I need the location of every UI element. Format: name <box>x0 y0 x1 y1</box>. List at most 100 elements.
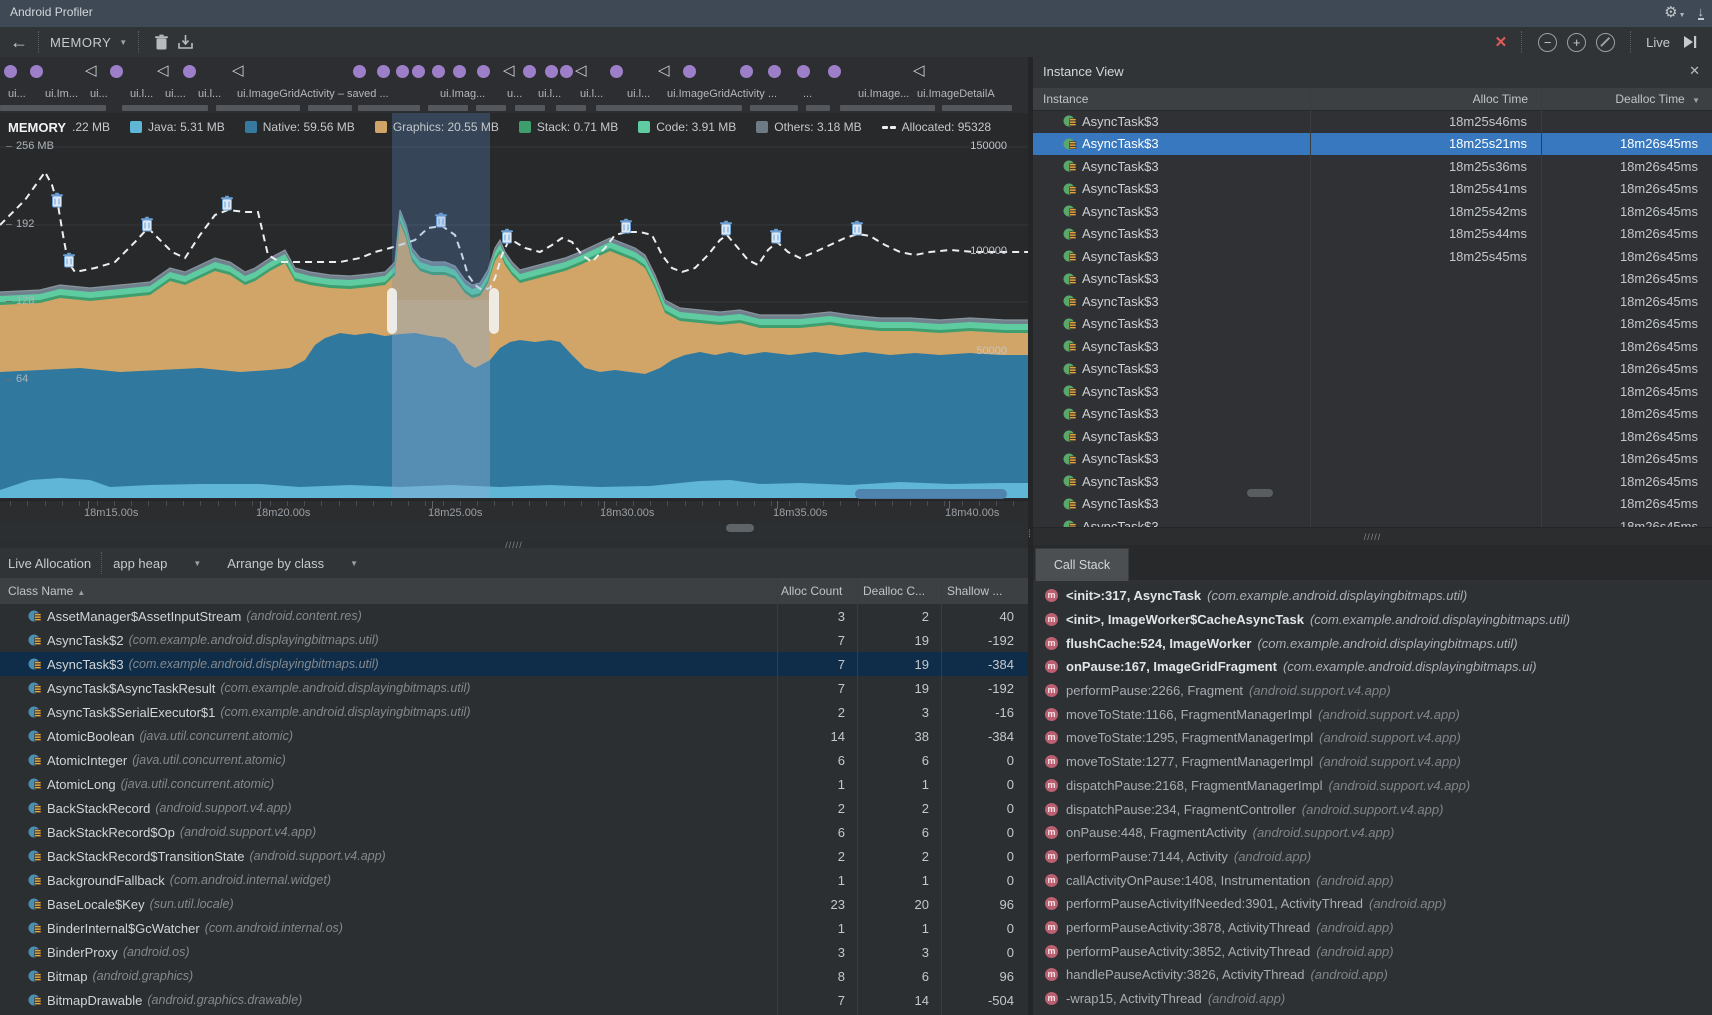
table-row[interactable]: Bitmap (android.graphics) 8 6 96 <box>0 964 1028 988</box>
memory-area-chart[interactable] <box>0 140 1028 500</box>
column-shallow-size[interactable]: Shallow ... <box>947 584 1003 598</box>
activity-event-dot[interactable] <box>432 65 445 78</box>
vertical-splitter[interactable]: ⁞ <box>1028 57 1033 1015</box>
list-item[interactable]: AsyncTask$3 18m26s45ms <box>1033 448 1712 471</box>
list-item[interactable]: AsyncTask$3 18m25s21ms 18m26s45ms <box>1033 132 1712 155</box>
activity-event-triangle-icon[interactable]: ◁ <box>575 62 587 79</box>
list-item[interactable]: AsyncTask$3 18m26s45ms <box>1033 335 1712 358</box>
call-stack-frame[interactable]: m performPauseActivityIfNeeded:3901, Acti… <box>1033 892 1712 916</box>
heap-dropdown[interactable]: app heap ▼ <box>113 556 201 571</box>
activity-event-triangle-icon[interactable]: ◁ <box>157 62 169 79</box>
activity-event-dot[interactable] <box>768 65 781 78</box>
list-item[interactable]: AsyncTask$3 18m25s42ms 18m26s45ms <box>1033 200 1712 223</box>
activity-event-dot[interactable] <box>453 65 466 78</box>
activity-event-dot[interactable] <box>412 65 425 78</box>
table-row[interactable]: BitmapDrawable (android.graphics.drawable… <box>0 988 1028 1012</box>
activity-event-dot[interactable] <box>183 65 196 78</box>
column-dealloc-count[interactable]: Dealloc C... <box>863 584 926 598</box>
list-item[interactable]: AsyncTask$3 18m26s45ms <box>1033 425 1712 448</box>
call-stack-frame[interactable]: m callActivityOnPause:1408, Instrumentati… <box>1033 868 1712 892</box>
call-stack-frame[interactable]: m performPauseActivity:3852, ActivityThre… <box>1033 939 1712 963</box>
activity-event-dot[interactable] <box>610 65 623 78</box>
list-item[interactable]: AsyncTask$3 18m26s45ms <box>1033 493 1712 516</box>
list-item[interactable]: AsyncTask$3 18m26s45ms <box>1033 290 1712 313</box>
zoom-out-button[interactable]: − <box>1538 32 1558 52</box>
list-item[interactable]: AsyncTask$3 18m25s45ms 18m26s45ms <box>1033 245 1712 268</box>
call-stack-frame[interactable]: m onPause:167, ImageGridFragment (com.exam… <box>1033 655 1712 679</box>
call-stack-frame[interactable]: m flushCache:524, ImageWorker (com.example… <box>1033 631 1712 655</box>
settings-gear-icon[interactable]: ⚙▼ <box>1664 4 1686 21</box>
activity-event-triangle-icon[interactable]: ◁ <box>913 62 925 79</box>
go-live-button[interactable] <box>1678 30 1702 54</box>
call-stack-frame[interactable]: m performPause:2266, Fragment (android.sup… <box>1033 679 1712 703</box>
table-row[interactable]: BackgroundFallback (com.android.internal.… <box>0 868 1028 892</box>
horizontal-splitter[interactable]: ///// <box>1033 527 1712 547</box>
table-row[interactable]: AsyncTask$AsyncTaskResult (com.example.an… <box>0 676 1028 700</box>
activity-event-dot[interactable] <box>477 65 490 78</box>
table-row[interactable]: BackStackRecord$TransitionState (android.… <box>0 844 1028 868</box>
table-row[interactable]: AtomicInteger (java.util.concurrent.atomi… <box>0 748 1028 772</box>
table-row[interactable]: AsyncTask$SerialExecutor$1 (com.example.a… <box>0 700 1028 724</box>
call-stack-frame[interactable]: m dispatchPause:234, FragmentController (a… <box>1033 797 1712 821</box>
call-stack-frame[interactable]: m moveToState:1295, FragmentManagerImpl (a… <box>1033 726 1712 750</box>
class-table-header[interactable]: Class Name ▲ Alloc Count Dealloc C... Sha… <box>0 578 1028 605</box>
column-instance[interactable]: Instance <box>1043 92 1089 106</box>
list-item[interactable]: AsyncTask$3 18m26s45ms <box>1033 268 1712 291</box>
table-row[interactable]: AtomicBoolean (java.util.concurrent.atomi… <box>0 724 1028 748</box>
call-stack-frame[interactable]: m <init>:317, AsyncTask (com.example.andro… <box>1033 584 1712 608</box>
call-stack-frame[interactable]: m <init>, ImageWorker$CacheAsyncTask (com.… <box>1033 608 1712 632</box>
table-row[interactable]: AssetManager$AssetInputStream (android.co… <box>0 604 1028 628</box>
clear-selection-button[interactable]: ✕ <box>1494 34 1508 51</box>
activity-event-dot[interactable] <box>353 65 366 78</box>
column-alloc-count[interactable]: Alloc Count <box>781 584 843 598</box>
call-stack-frame[interactable]: m performPause:7144, Activity (android.app… <box>1033 845 1712 869</box>
list-item[interactable]: AsyncTask$3 18m26s45ms <box>1033 470 1712 493</box>
table-row[interactable]: BackStackRecord$Op (android.support.v4.ap… <box>0 820 1028 844</box>
list-item[interactable]: AsyncTask$3 18m25s41ms 18m26s45ms <box>1033 178 1712 201</box>
call-stack-frame[interactable]: m -wrap15, ActivityThread (android.app) <box>1033 987 1712 1011</box>
discard-session-button[interactable] <box>150 30 174 54</box>
activity-event-triangle-icon[interactable]: ◁ <box>85 62 97 79</box>
selection-right-handle[interactable] <box>489 288 499 334</box>
selection-range-overlay[interactable] <box>392 113 490 498</box>
back-button[interactable]: ← <box>10 31 28 52</box>
horizontal-splitter[interactable]: ///// <box>0 540 1028 550</box>
table-row[interactable]: BackStackRecord (android.support.v4.app) 2… <box>0 796 1028 820</box>
activity-event-dot[interactable] <box>523 65 536 78</box>
zoom-in-button[interactable]: + <box>1567 32 1587 52</box>
activity-event-dot[interactable] <box>828 65 841 78</box>
column-alloc-time[interactable]: Alloc Time <box>1472 92 1528 106</box>
call-stack-frame[interactable]: m moveToState:1277, FragmentManagerImpl (a… <box>1033 750 1712 774</box>
activity-event-triangle-icon[interactable]: ◁ <box>503 62 515 79</box>
table-row[interactable]: BinderProxy (android.os) 3 3 0 <box>0 940 1028 964</box>
download-icon[interactable]: ↓ <box>1697 4 1704 20</box>
activity-event-triangle-icon[interactable]: ◁ <box>232 62 244 79</box>
call-stack-frame[interactable]: m performPauseActivity:3878, ActivityThre… <box>1033 916 1712 940</box>
list-item[interactable]: AsyncTask$3 18m25s46ms <box>1033 110 1712 133</box>
selection-left-handle[interactable] <box>387 288 397 334</box>
activity-event-dot[interactable] <box>377 65 390 78</box>
arrange-dropdown[interactable]: Arrange by class ▼ <box>227 556 358 571</box>
table-row[interactable]: BinderInternal$GcWatcher (com.android.int… <box>0 916 1028 940</box>
activity-event-dot[interactable] <box>683 65 696 78</box>
export-session-button[interactable] <box>174 30 198 54</box>
reset-zoom-button[interactable] <box>1596 32 1616 52</box>
activity-event-dot[interactable] <box>560 65 573 78</box>
call-stack-frame[interactable]: m moveToState:1166, FragmentManagerImpl (a… <box>1033 702 1712 726</box>
column-class-name[interactable]: Class Name <box>8 584 74 598</box>
activity-event-dot[interactable] <box>545 65 558 78</box>
chart-scrollbar[interactable] <box>855 489 1007 499</box>
activity-event-dot[interactable] <box>740 65 753 78</box>
table-row[interactable]: AtomicLong (java.util.concurrent.atomic) 1… <box>0 772 1028 796</box>
call-stack-frame[interactable]: m onPause:448, FragmentActivity (android.s… <box>1033 821 1712 845</box>
list-item[interactable]: AsyncTask$3 18m26s45ms <box>1033 358 1712 381</box>
list-item[interactable]: AsyncTask$3 18m26s45ms <box>1033 403 1712 426</box>
tab-call-stack[interactable]: Call Stack <box>1035 548 1129 581</box>
activity-event-dot[interactable] <box>30 65 43 78</box>
activity-event-triangle-icon[interactable]: ◁ <box>658 62 670 79</box>
table-row[interactable]: AsyncTask$2 (com.example.android.displayi… <box>0 628 1028 652</box>
activity-event-dot[interactable] <box>110 65 123 78</box>
timeline-scrollbar-thumb[interactable] <box>726 524 754 532</box>
activity-event-dot[interactable] <box>396 65 409 78</box>
list-item[interactable]: AsyncTask$3 18m26s45ms <box>1033 313 1712 336</box>
